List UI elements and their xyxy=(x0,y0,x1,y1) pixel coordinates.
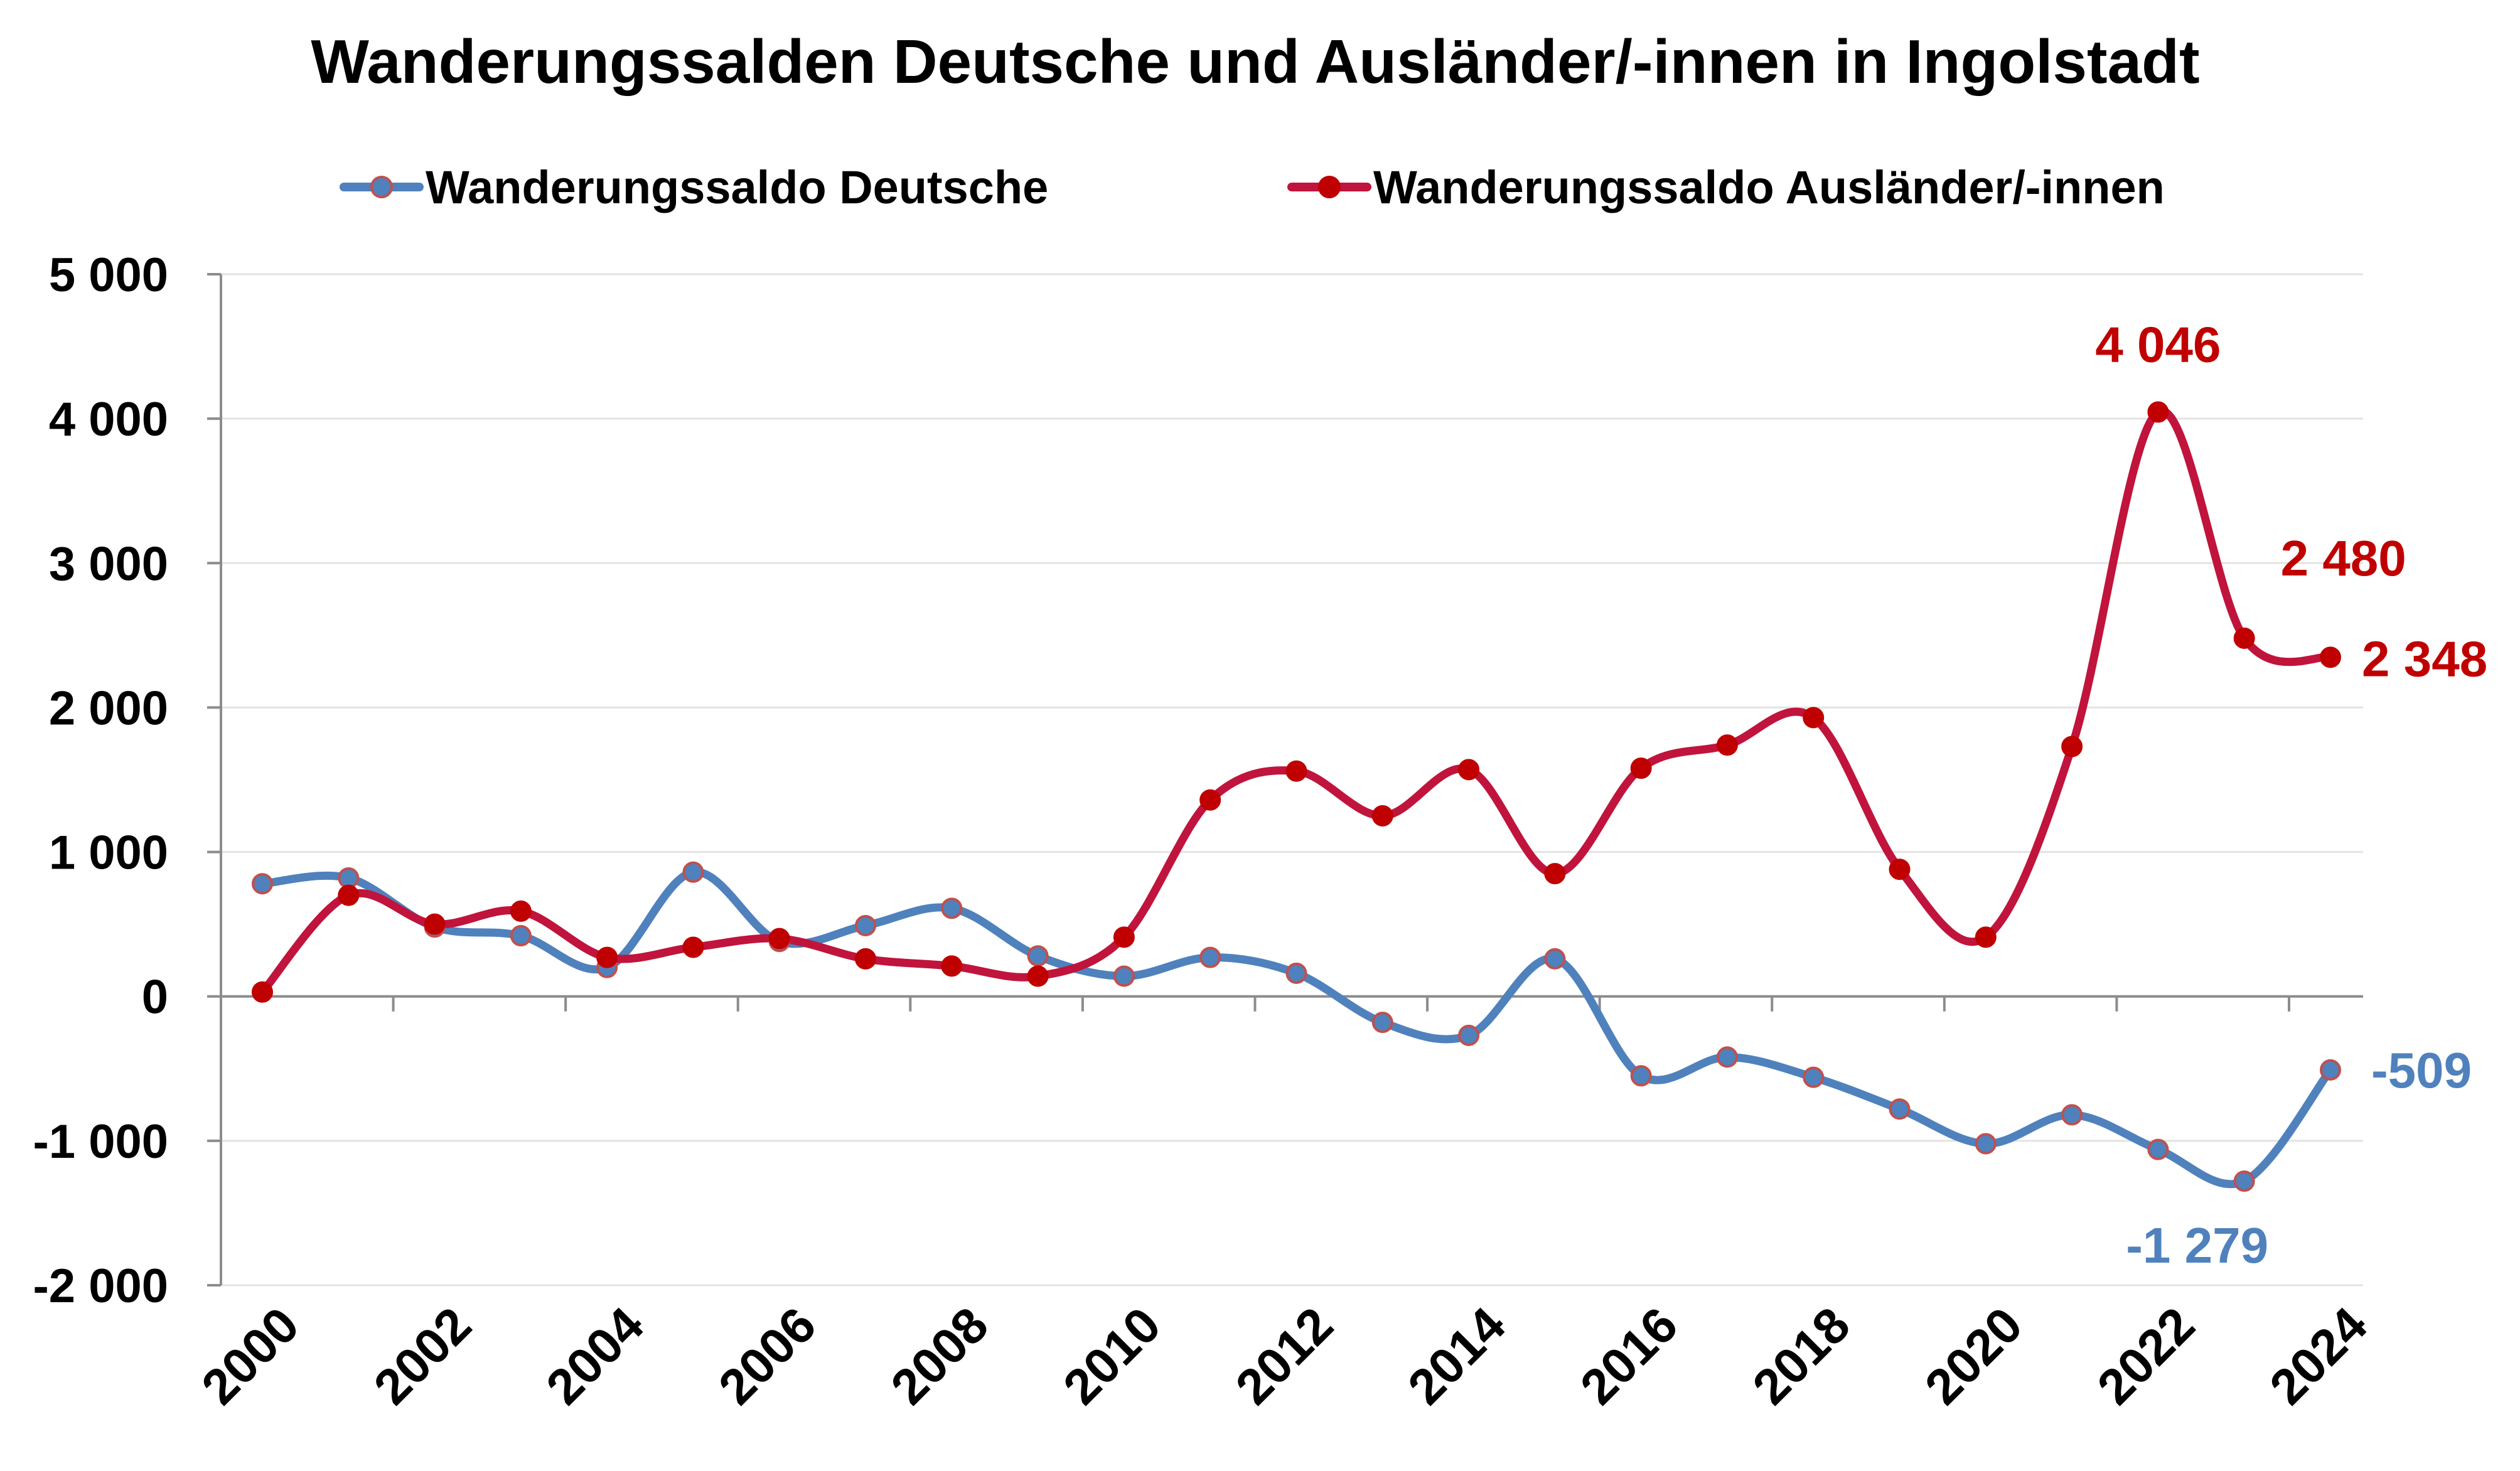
legend-marker-deutsche xyxy=(370,176,393,198)
data-point-deutsche xyxy=(510,925,532,947)
data-point-auslaender xyxy=(424,913,446,935)
data-point-auslaender xyxy=(252,981,273,1003)
x-tick-label: 2002 xyxy=(363,1297,482,1415)
data-point-deutsche xyxy=(338,867,360,889)
data-label: -509 xyxy=(2371,1042,2472,1098)
data-point-auslaender xyxy=(510,900,532,922)
data-point-auslaender xyxy=(768,928,790,949)
legend: Wanderungssaldo Deutsche Wanderungssaldo… xyxy=(340,161,2165,213)
data-point-deutsche xyxy=(2320,1059,2341,1081)
data-point-deutsche xyxy=(2147,1138,2169,1160)
axes xyxy=(220,274,2363,1285)
x-tick-label: 2000 xyxy=(191,1297,309,1415)
x-tick-label: 2022 xyxy=(2087,1297,2206,1415)
x-tick-label: 2004 xyxy=(535,1297,654,1415)
legend-marker-auslaender xyxy=(1318,176,1341,198)
x-tick-labels: 2000 2002 2004 2006 2008 2010 2012 2014 2016 2018… xyxy=(191,1297,2378,1415)
x-tick-label: 2010 xyxy=(1053,1297,1171,1415)
data-point-auslaender xyxy=(338,884,360,906)
data-point-deutsche xyxy=(1803,1066,1825,1088)
data-point-auslaender xyxy=(1544,863,1566,885)
data-label: -1 279 xyxy=(2126,1217,2268,1273)
data-point-auslaender xyxy=(1889,859,1911,880)
data-point-deutsche xyxy=(1544,948,1566,970)
data-point-auslaender xyxy=(1113,926,1135,948)
data-point-deutsche xyxy=(1199,946,1221,968)
data-point-deutsche xyxy=(1027,945,1049,967)
gridlines xyxy=(221,273,2363,1286)
data-point-deutsche xyxy=(855,914,877,936)
data-point-auslaender xyxy=(1975,926,1997,948)
series xyxy=(252,401,2341,1192)
data-point-auslaender xyxy=(1458,759,1480,781)
y-tick-label: 5 000 xyxy=(49,249,168,302)
y-tick-label: 2 000 xyxy=(49,682,168,735)
data-point-auslaender xyxy=(1285,760,1307,782)
x-tick-label: 2016 xyxy=(1570,1297,1688,1415)
data-point-deutsche xyxy=(252,873,273,895)
x-tick-label: 2014 xyxy=(1397,1297,1516,1415)
data-point-auslaender xyxy=(2320,646,2341,668)
data-label: 2 348 xyxy=(2362,631,2487,687)
data-point-auslaender xyxy=(2233,627,2255,649)
data-point-deutsche xyxy=(2233,1170,2255,1192)
data-point-auslaender xyxy=(596,946,618,968)
legend-label-auslaender: Wanderungssaldo Ausländer/-innen xyxy=(1373,161,2165,213)
data-point-auslaender xyxy=(1803,707,1825,729)
y-tick-label: -1 000 xyxy=(33,1115,169,1169)
data-point-auslaender xyxy=(2147,401,2169,423)
data-point-deutsche xyxy=(1458,1024,1480,1046)
data-label: 4 046 xyxy=(2095,317,2221,373)
y-tick-label: 0 xyxy=(142,971,168,1024)
data-point-auslaender xyxy=(1716,734,1738,756)
y-tick-label: 1 000 xyxy=(49,826,168,880)
series-line-auslaender xyxy=(258,407,2335,997)
x-tick-label: 2024 xyxy=(2259,1297,2378,1415)
x-tick-label: 2018 xyxy=(1742,1297,1860,1415)
data-point-deutsche xyxy=(2061,1104,2083,1126)
data-point-auslaender xyxy=(682,936,704,958)
data-point-deutsche xyxy=(1630,1065,1652,1087)
data-label: 2 480 xyxy=(2281,530,2406,586)
data-point-deutsche xyxy=(1285,962,1307,984)
chart-title: Wanderungssalden Deutsche und Ausländer/… xyxy=(311,27,2199,96)
y-tick-label: -2 000 xyxy=(33,1260,169,1313)
data-point-auslaender xyxy=(1199,789,1221,811)
y-tick-label: 3 000 xyxy=(49,537,168,591)
x-tick-label: 2008 xyxy=(881,1297,999,1415)
data-labels: 4 046 2 480 2 348 -1 279 -509 xyxy=(2095,317,2487,1274)
y-tick-labels: -2 000 -1 000 0 1 000 2 000 3 000 4 000 5 000 xyxy=(33,249,221,1313)
data-point-auslaender xyxy=(1630,757,1652,779)
x-tick-label: 2020 xyxy=(1914,1297,2033,1415)
data-point-auslaender xyxy=(1027,965,1049,987)
data-point-auslaender xyxy=(941,955,963,977)
data-point-auslaender xyxy=(1371,805,1393,827)
legend-label-deutsche: Wanderungssaldo Deutsche xyxy=(426,161,1048,213)
data-point-deutsche xyxy=(1113,965,1135,987)
data-point-deutsche xyxy=(941,897,963,919)
data-point-deutsche xyxy=(1716,1046,1738,1068)
series-line-deutsche xyxy=(258,868,2335,1189)
data-point-deutsche xyxy=(1371,1012,1393,1034)
data-point-auslaender xyxy=(855,948,877,970)
data-point-deutsche xyxy=(1889,1098,1911,1120)
data-point-deutsche xyxy=(682,861,704,883)
x-tick-label: 2012 xyxy=(1225,1297,1344,1415)
data-point-deutsche xyxy=(1975,1133,1997,1155)
y-tick-label: 4 000 xyxy=(49,393,168,446)
x-tick-label: 2006 xyxy=(708,1297,827,1415)
data-point-auslaender xyxy=(2061,736,2083,757)
